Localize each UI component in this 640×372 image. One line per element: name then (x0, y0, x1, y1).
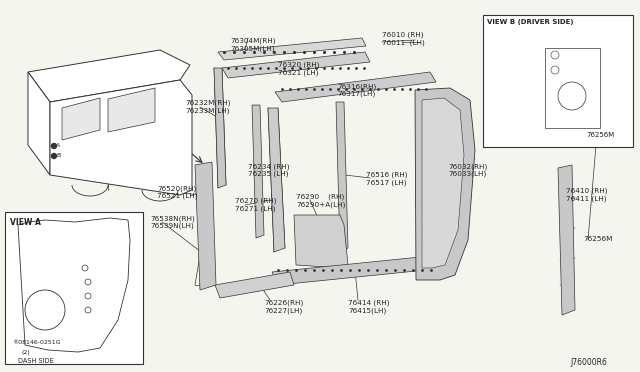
Text: 76226(RH)
76227(LH): 76226(RH) 76227(LH) (264, 300, 303, 314)
Text: 76520(RH)
76521 (LH): 76520(RH) 76521 (LH) (157, 185, 198, 199)
Text: 76234 (RH)
76235 (LH): 76234 (RH) 76235 (LH) (248, 163, 289, 177)
Polygon shape (222, 52, 370, 78)
Text: VIEW A: VIEW A (10, 218, 41, 227)
Text: 76256M: 76256M (586, 132, 614, 138)
Text: 76410 (RH)
76411 (LH): 76410 (RH) 76411 (LH) (566, 188, 607, 202)
Polygon shape (294, 215, 348, 268)
Polygon shape (108, 88, 155, 132)
Polygon shape (218, 38, 366, 60)
Polygon shape (28, 72, 50, 175)
Polygon shape (422, 98, 464, 268)
Polygon shape (415, 88, 475, 280)
Polygon shape (336, 102, 348, 252)
Text: 76516 (RH)
76517 (LH): 76516 (RH) 76517 (LH) (366, 172, 408, 186)
Text: 76232M(RH)
76233M(LH): 76232M(RH) 76233M(LH) (185, 100, 230, 114)
Text: (2): (2) (22, 350, 31, 355)
Text: 76414 (RH)
76415(LH): 76414 (RH) 76415(LH) (348, 300, 390, 314)
Bar (545, 48, 600, 128)
Text: 76320 (RH)
76321 (LH): 76320 (RH) 76321 (LH) (278, 62, 319, 76)
Text: 76290    (RH)
76290+A(LH): 76290 (RH) 76290+A(LH) (296, 194, 346, 208)
Text: DASH SIDE: DASH SIDE (18, 358, 54, 364)
Polygon shape (275, 72, 436, 102)
Polygon shape (272, 255, 446, 285)
Polygon shape (268, 108, 285, 252)
Text: 76538N(RH)
76539N(LH): 76538N(RH) 76539N(LH) (150, 215, 195, 229)
Text: 76316(RH)
76317(LH): 76316(RH) 76317(LH) (337, 83, 376, 97)
Text: 76304M(RH)
76305M(LH): 76304M(RH) 76305M(LH) (230, 38, 275, 52)
Text: 76270 (RH)
76271 (LH): 76270 (RH) 76271 (LH) (235, 198, 276, 212)
Polygon shape (214, 68, 226, 188)
Text: 76010 (RH)
76011  (LH): 76010 (RH) 76011 (LH) (382, 32, 425, 46)
Bar (5, 212, 143, 364)
Circle shape (51, 144, 56, 148)
Polygon shape (50, 80, 192, 195)
Polygon shape (28, 50, 190, 102)
Polygon shape (62, 98, 100, 140)
Polygon shape (215, 272, 294, 298)
Text: B: B (56, 153, 60, 158)
Text: ®08146-0251G: ®08146-0251G (12, 340, 61, 345)
Text: A: A (56, 143, 60, 148)
Text: 76032(RH)
76033(LH): 76032(RH) 76033(LH) (448, 163, 487, 177)
Text: VIEW B (DRIVER SIDE): VIEW B (DRIVER SIDE) (487, 19, 573, 25)
Text: 76256M: 76256M (583, 236, 612, 242)
Polygon shape (558, 165, 575, 315)
Polygon shape (252, 105, 264, 238)
Polygon shape (195, 162, 216, 290)
Circle shape (51, 154, 56, 158)
Bar (483, 15, 633, 147)
Polygon shape (18, 218, 130, 352)
Text: J76000R6: J76000R6 (570, 358, 607, 367)
